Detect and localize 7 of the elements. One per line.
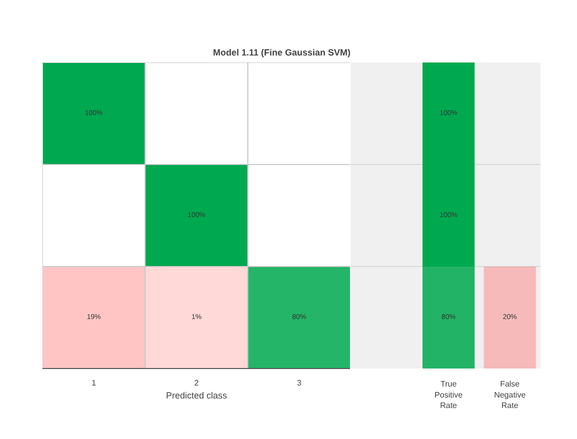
chart-title: Model 1.11 (Fine Gaussian SVM) (212, 48, 351, 58)
x-tick-label: 3 (296, 378, 302, 388)
x-tick-label: True Positive Rate (434, 380, 464, 410)
x-axis-title: Predicted class (166, 390, 228, 400)
x-tick-label: 2 (194, 378, 200, 388)
x-tick-label: 1 (92, 378, 97, 388)
x-tick-label: False Negative Rate (494, 380, 526, 410)
